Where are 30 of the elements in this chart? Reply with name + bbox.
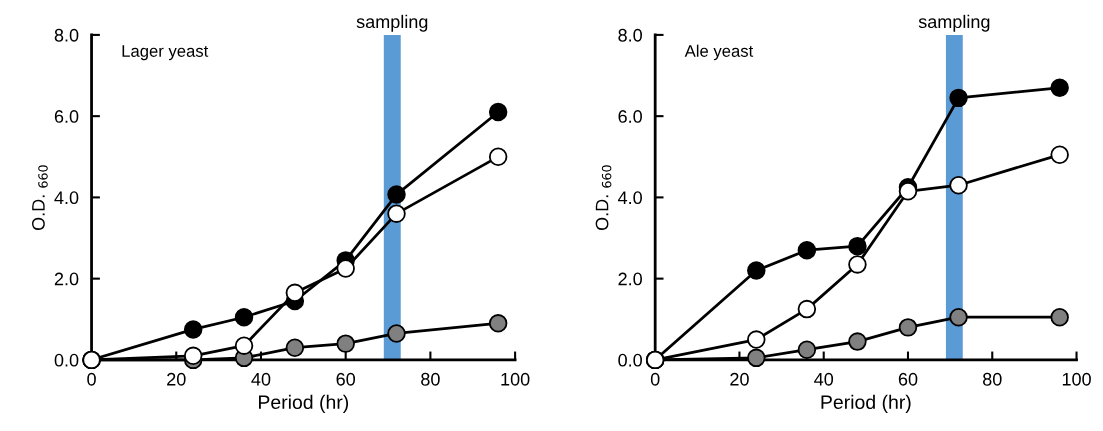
band-label: sampling: [356, 14, 428, 32]
x-tick-label: 80: [421, 372, 440, 386]
annotation: Ale yeast: [684, 44, 754, 61]
y-tick-label: 0.0: [54, 353, 79, 367]
x-tick-label: 0: [650, 372, 660, 386]
y-axis-title: O.D. $_{660}$: [595, 165, 612, 231]
x-axis-title: Period (hr): [259, 394, 349, 413]
y-axis-title: O.D. $_{660}$: [32, 165, 48, 231]
band-label: sampling: [918, 14, 990, 32]
x-axis-title: Period (hr): [821, 394, 911, 413]
y-tick-label: 4.0: [54, 191, 79, 205]
x-tick-label: 100: [1062, 372, 1091, 386]
y-tick-label: 0.0: [618, 353, 642, 367]
y-tick-label: 2.0: [54, 272, 79, 286]
x-tick-label: 100: [501, 372, 530, 386]
y-tick-label: 2.0: [618, 272, 642, 286]
x-tick-label: 80: [983, 372, 1002, 386]
y-tick-label: 4.0: [618, 191, 642, 205]
x-tick-label: 20: [730, 372, 749, 386]
y-tick-label: 6.0: [54, 110, 79, 123]
annotation: Lager yeast: [122, 45, 209, 61]
y-tick-label: 8.0: [54, 28, 79, 42]
y-tick-label: 8.0: [618, 28, 642, 42]
y-tick-label: 6.0: [618, 110, 642, 123]
x-tick-label: 0: [87, 372, 96, 386]
x-tick-label: 40: [814, 372, 834, 386]
x-tick-label: 40: [251, 372, 271, 386]
x-tick-label: 60: [336, 372, 356, 386]
x-tick-label: 20: [167, 372, 186, 386]
x-tick-label: 60: [898, 372, 918, 386]
